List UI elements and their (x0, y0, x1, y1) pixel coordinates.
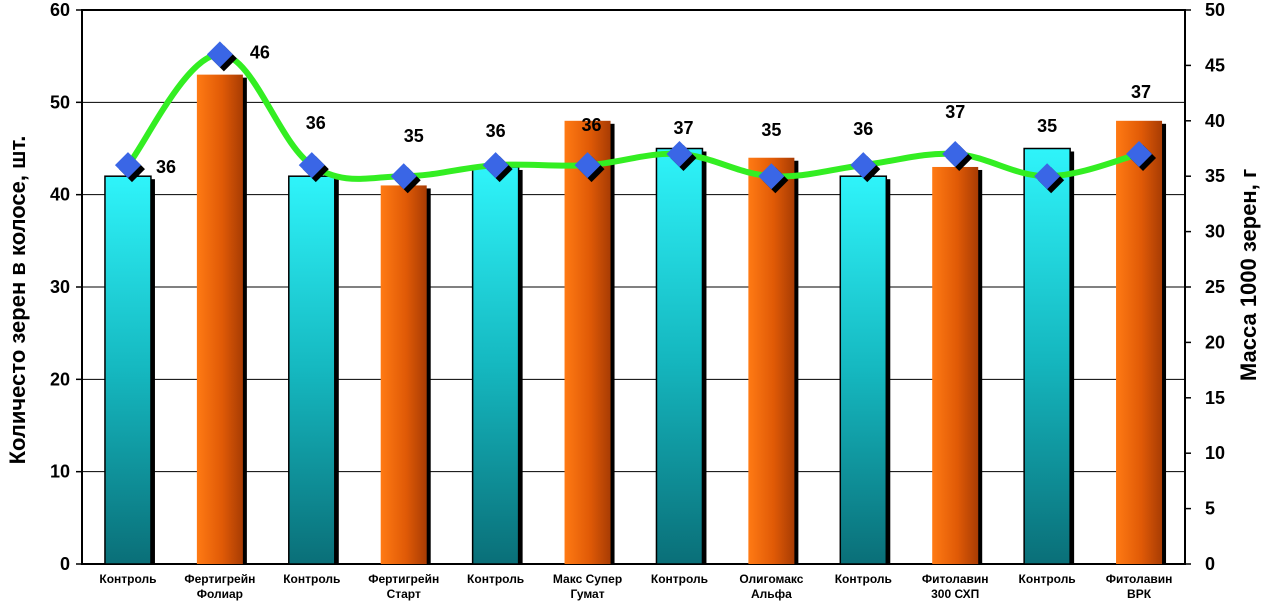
bar-treatment (564, 120, 611, 565)
left-tick-label: 20 (50, 369, 70, 389)
marker (390, 163, 417, 190)
series-line (125, 51, 1140, 182)
category-label: Олигомакс (739, 572, 803, 586)
bar-treatment (196, 74, 243, 564)
bar-control (288, 175, 336, 565)
marker (206, 41, 233, 68)
right-axis-title: Масса 1000 зерен, г (1236, 169, 1261, 381)
category-label: ВРК (1127, 587, 1152, 601)
left-tick-label: 50 (50, 92, 70, 112)
category-label: Фитолавин (922, 572, 989, 586)
right-tick-label: 20 (1205, 332, 1225, 352)
category-label: Контроль (467, 572, 524, 586)
data-label: 36 (306, 113, 326, 133)
marker (758, 163, 785, 190)
right-tick-label: 40 (1205, 111, 1225, 131)
left-tick-label: 10 (50, 462, 70, 482)
data-label: 36 (582, 115, 602, 135)
marker (666, 141, 693, 168)
category-label: Альфа (751, 587, 792, 601)
left-axis-title: Количесто зерен в колосе, шт. (5, 136, 30, 465)
left-tick-label: 30 (50, 277, 70, 297)
right-tick-label: 0 (1205, 554, 1215, 574)
category-label: Контроль (99, 572, 156, 586)
data-label: 36 (853, 119, 873, 139)
bar-control (1023, 147, 1071, 565)
marker (850, 152, 877, 179)
left-tick-label: 40 (50, 185, 70, 205)
left-tick-label: 60 (50, 0, 70, 20)
category-label: Контроль (283, 572, 340, 586)
bar-control (839, 175, 888, 565)
right-tick-label: 50 (1205, 0, 1225, 20)
category-label: Гумат (570, 587, 604, 601)
right-tick-label: 5 (1205, 499, 1215, 519)
marker (942, 141, 969, 168)
category-label: Контроль (651, 572, 708, 586)
right-axis-ticks: 0 5 10 15 20 25 30 35 40 45 50 (1185, 0, 1225, 574)
marker (1034, 163, 1061, 190)
bar-treatment (380, 185, 427, 564)
right-tick-label: 30 (1205, 222, 1225, 242)
marker (482, 152, 509, 179)
right-tick-label: 25 (1205, 277, 1225, 297)
data-label: 36 (156, 157, 176, 177)
bar-treatment (1116, 120, 1163, 565)
mass-line (125, 51, 1140, 182)
right-tick-label: 15 (1205, 388, 1225, 408)
data-label: 37 (945, 102, 965, 122)
marker (1126, 141, 1153, 168)
category-label: Фертигрейн (368, 572, 439, 586)
marker (574, 152, 601, 179)
right-tick-label: 35 (1205, 166, 1225, 186)
markers (114, 41, 1157, 194)
bar-control (471, 166, 520, 565)
right-tick-label: 10 (1205, 443, 1225, 463)
marker (114, 152, 141, 179)
data-label: 46 (250, 42, 270, 62)
bars (104, 74, 1167, 565)
bar-treatment (932, 166, 979, 564)
category-label: Фитолавин (1106, 572, 1173, 586)
category-label: Контроль (835, 572, 892, 586)
category-label: Фертигрейн (184, 572, 255, 586)
data-labels: 36 46 36 35 36 36 37 35 36 37 35 37 (156, 42, 1151, 177)
data-label: 35 (1037, 116, 1057, 136)
bar-treatment (748, 157, 795, 564)
left-axis-ticks: 0 10 20 30 40 50 60 (50, 0, 82, 574)
marker (298, 152, 325, 179)
data-label: 35 (404, 126, 424, 146)
category-label: Контроль (1019, 572, 1076, 586)
category-label: Макс Супер (553, 572, 622, 586)
bar-control (104, 175, 152, 565)
data-label: 37 (1131, 82, 1151, 102)
data-label: 36 (486, 121, 506, 141)
bar-control (655, 147, 704, 565)
data-label: 35 (761, 120, 781, 140)
right-tick-label: 45 (1205, 55, 1225, 75)
left-tick-label: 0 (60, 554, 70, 574)
category-label: 300 СХП (931, 587, 979, 601)
data-label: 37 (673, 118, 693, 138)
category-label: Фолиар (197, 587, 243, 601)
category-label: Старт (387, 587, 421, 601)
